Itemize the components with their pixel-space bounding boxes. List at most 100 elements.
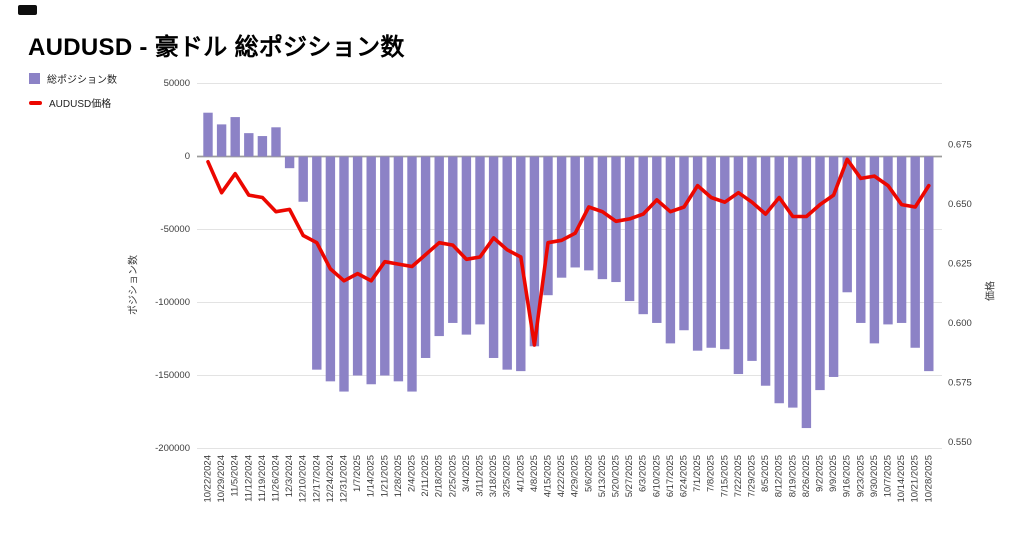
left-axis-title: ポジション数	[127, 255, 140, 315]
x-axis-label: 5/20/2025	[611, 455, 622, 497]
bar	[312, 156, 322, 370]
x-axis-label: 2/11/2025	[420, 455, 431, 497]
bar	[910, 156, 920, 348]
bar	[407, 156, 417, 392]
right-axis-tick-label: 0.575	[948, 378, 972, 389]
bar	[257, 136, 268, 157]
x-axis-label: 11/26/2024	[271, 455, 282, 502]
bar	[434, 156, 444, 337]
x-axis-label: 9/2/2025	[815, 455, 826, 492]
bar	[679, 156, 689, 331]
bar	[475, 156, 485, 325]
bar	[529, 156, 540, 347]
x-axis-label: 7/29/2025	[747, 455, 758, 497]
legend-label-positions: 総ポジション数	[47, 75, 117, 86]
bar	[352, 156, 363, 376]
x-axis-label: 6/3/2025	[638, 455, 649, 492]
x-axis-label: 8/19/2025	[787, 455, 798, 497]
x-axis-label: 11/12/2024	[243, 455, 254, 502]
x-axis-label: 12/10/2024	[298, 455, 309, 503]
x-axis-label: 7/15/2025	[719, 455, 730, 497]
line-series-swatch	[29, 100, 42, 105]
x-axis-label: 5/6/2025	[583, 455, 594, 492]
x-axis-label: 7/1/2025	[692, 455, 703, 492]
bar	[298, 156, 308, 202]
x-axis-label: 10/29/2024	[216, 455, 227, 503]
left-axis-tick-label: 50000	[164, 78, 190, 89]
x-axis-label: 1/7/2025	[352, 455, 363, 492]
bar	[788, 156, 798, 408]
x-axis-label: 8/5/2025	[760, 455, 771, 492]
legend-item-price: AUDUSD価格	[29, 95, 117, 110]
left-axis-tick-label: -100000	[155, 297, 190, 308]
bar	[461, 156, 472, 335]
right-axis-tick-label: 0.650	[948, 199, 972, 210]
bar	[448, 156, 458, 323]
x-axis-label: 8/12/2025	[774, 455, 785, 497]
x-axis-label: 10/21/2025	[910, 455, 921, 503]
bar	[760, 156, 771, 386]
x-axis-label: 2/25/2025	[447, 455, 458, 497]
bar	[488, 156, 499, 358]
bar	[869, 156, 880, 344]
bar	[815, 156, 825, 391]
x-axis-label: 9/30/2025	[869, 455, 880, 497]
right-axis-tick-label: 0.550	[948, 437, 972, 448]
bar	[244, 133, 254, 157]
bar	[502, 156, 512, 370]
bar	[706, 156, 716, 348]
bar	[271, 127, 281, 157]
x-axis-label: 4/29/2025	[570, 455, 581, 497]
x-axis-label: 4/8/2025	[529, 455, 540, 492]
bar	[733, 156, 744, 375]
x-axis-label: 10/7/2025	[883, 455, 894, 497]
legend-item-positions: 総ポジション数	[29, 71, 117, 86]
right-axis-tick-label: 0.675	[948, 140, 972, 151]
price-line	[206, 157, 931, 347]
x-axis-label: 12/17/2024	[311, 455, 322, 503]
bar	[584, 156, 594, 271]
x-axis-label: 7/22/2025	[733, 455, 744, 497]
bar	[570, 156, 580, 268]
bar	[366, 156, 376, 385]
x-axis-label: 4/15/2025	[543, 455, 554, 497]
x-axis-label: 3/4/2025	[461, 455, 472, 492]
x-axis-label: 2/4/2025	[407, 455, 418, 492]
x-axis-label: 9/9/2025	[828, 455, 839, 492]
bar	[801, 156, 812, 429]
right-axis-title: 価格	[984, 281, 997, 301]
x-axis-label: 10/14/2025	[896, 455, 907, 503]
bar	[597, 156, 608, 280]
bar	[652, 156, 662, 323]
x-axis-label: 10/28/2025	[923, 455, 934, 503]
legend: 総ポジション数 AUDUSD価格	[29, 71, 117, 110]
left-axis-tick-label: -150000	[155, 370, 190, 381]
x-axis-label: 6/24/2025	[679, 455, 690, 497]
x-axis-label: 7/8/2025	[706, 455, 717, 492]
bar	[665, 156, 676, 344]
x-axis-label: 2/18/2025	[434, 455, 445, 497]
bar	[380, 156, 390, 376]
x-axis-label: 6/17/2025	[665, 455, 676, 497]
x-axis-label: 8/26/2025	[801, 455, 812, 497]
bar	[720, 156, 730, 350]
bar	[284, 156, 295, 169]
x-axis-label: 12/24/2024	[325, 455, 336, 503]
legend-label-price: AUDUSD価格	[49, 99, 112, 110]
x-axis-label: 6/10/2025	[651, 455, 662, 497]
x-axis-label: 12/3/2024	[284, 455, 295, 497]
left-axis-tick-label: 0	[185, 151, 190, 162]
bar	[842, 156, 852, 293]
bar	[692, 156, 703, 351]
bar	[216, 124, 227, 157]
x-axis-label: 4/1/2025	[515, 455, 526, 492]
x-axis-label: 5/27/2025	[624, 455, 635, 497]
x-axis-label: 11/19/2024	[257, 455, 268, 502]
bar	[924, 156, 934, 372]
bar	[556, 156, 567, 278]
right-axis-tick-label: 0.600	[948, 318, 972, 329]
corner-artifact	[18, 5, 37, 15]
bar	[747, 156, 757, 361]
bar	[543, 156, 553, 296]
x-axis-label: 4/22/2025	[556, 455, 567, 497]
